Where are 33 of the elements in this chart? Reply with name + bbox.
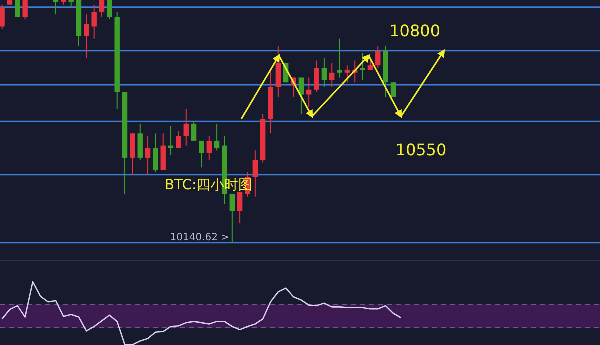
candlestick bbox=[314, 60, 320, 93]
candlestick bbox=[206, 136, 212, 161]
candlestick bbox=[298, 77, 304, 115]
candlestick bbox=[0, 4, 5, 30]
candlestick bbox=[360, 52, 366, 81]
candlestick bbox=[390, 82, 396, 98]
candlestick bbox=[322, 58, 328, 88]
candlestick bbox=[252, 150, 258, 198]
candlestick bbox=[84, 14, 90, 59]
candlestick bbox=[306, 77, 312, 108]
candlestick bbox=[344, 65, 350, 84]
candlestick bbox=[199, 140, 204, 168]
candlestick bbox=[230, 194, 235, 244]
candlestick bbox=[145, 136, 151, 176]
candlestick bbox=[22, 0, 28, 20]
candlestick bbox=[176, 130, 182, 149]
candlestick bbox=[237, 191, 243, 224]
annotation: 10550 bbox=[396, 140, 447, 160]
candlestick bbox=[376, 46, 381, 69]
candlestick bbox=[330, 62, 335, 88]
candlestick bbox=[184, 108, 189, 146]
annotation: 10140.62 > bbox=[170, 232, 230, 244]
candlestick bbox=[53, 0, 59, 16]
candlestick bbox=[107, 0, 112, 20]
candlestick bbox=[153, 133, 158, 174]
annotation: 10800 bbox=[390, 21, 441, 40]
candlestick bbox=[191, 121, 197, 142]
candlestick bbox=[92, 4, 97, 40]
candlestick bbox=[214, 123, 220, 152]
candlestick bbox=[15, 0, 20, 18]
candlestick bbox=[368, 60, 374, 71]
candlestick bbox=[337, 38, 342, 78]
candlestick bbox=[99, 0, 105, 18]
